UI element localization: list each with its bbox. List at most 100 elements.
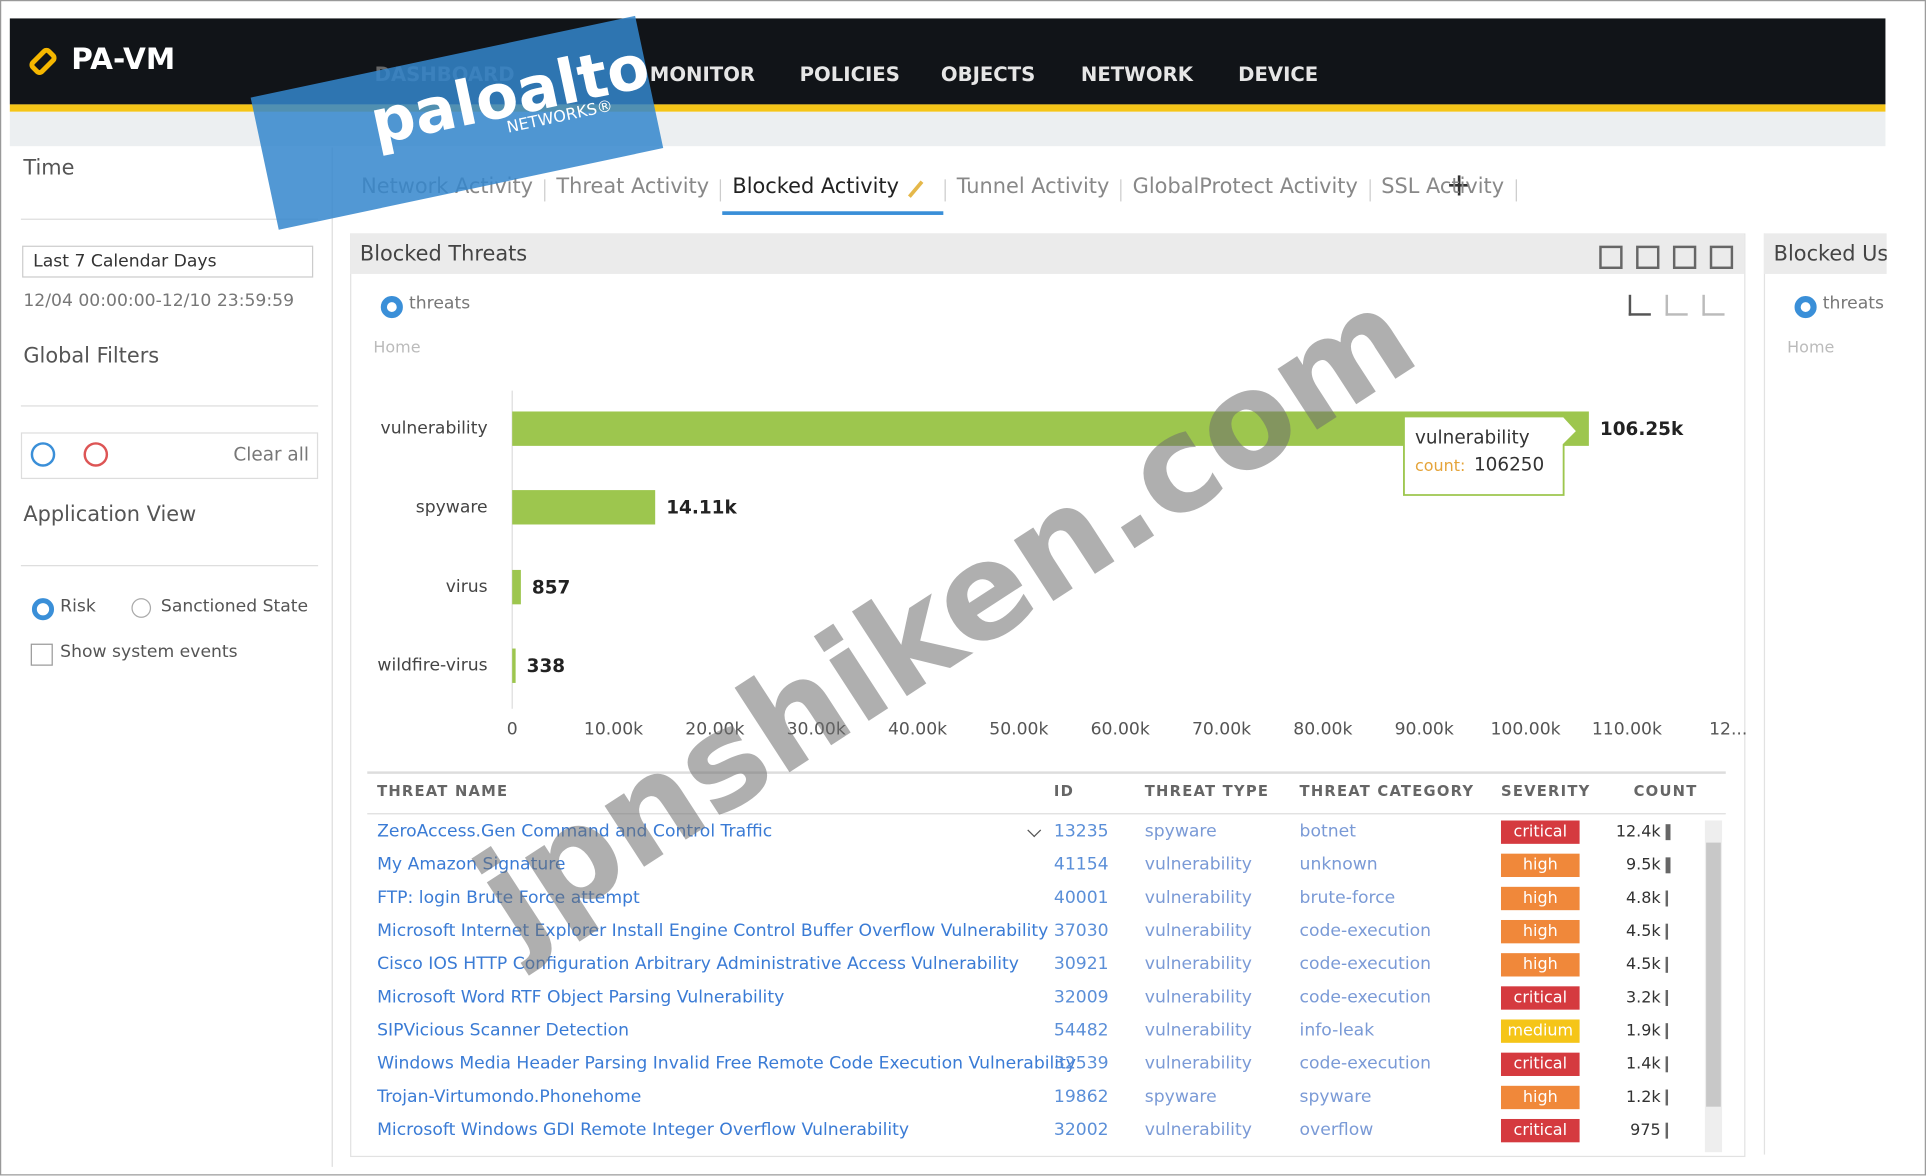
threat-link[interactable]: FTP: login Brute Force attempt: [377, 888, 640, 908]
sort-view-icon[interactable]: [1628, 294, 1651, 316]
severity-badge: critical: [1500, 1118, 1580, 1143]
x-tick-label: 12...: [1709, 720, 1747, 740]
column-header[interactable]: SEVERITY: [1500, 782, 1591, 800]
count-bar: [1665, 990, 1669, 1006]
column-header[interactable]: THREAT NAME: [377, 782, 509, 800]
nav-item[interactable]: OBJECTS: [940, 62, 1036, 86]
tab[interactable]: GlobalProtect Activity: [1132, 174, 1358, 199]
cell: vulnerability: [1144, 1120, 1252, 1140]
nav-item[interactable]: DEVICE: [1238, 62, 1319, 86]
active-tab-underline: [722, 211, 944, 215]
breadcrumb[interactable]: Home: [373, 339, 421, 358]
x-tick-label: 10.00k: [584, 720, 643, 740]
nav-item[interactable]: MONITOR: [649, 62, 756, 86]
x-tick-label: 110.00k: [1592, 720, 1662, 740]
column-view-icon[interactable]: [1702, 294, 1725, 316]
cell: overflow: [1299, 1120, 1374, 1140]
value-label: 14.11k: [666, 498, 737, 519]
x-tick-label: 0: [507, 720, 518, 740]
line: [20, 218, 319, 220]
count: 3.2k: [1626, 988, 1661, 1008]
nav-item[interactable]: NETWORK: [1080, 62, 1193, 86]
nav-item[interactable]: POLICIES: [799, 62, 900, 86]
count-bar: [1665, 890, 1669, 907]
scroll-thumb[interactable]: [1706, 842, 1721, 1107]
count: 1.4k: [1626, 1055, 1661, 1074]
column-header[interactable]: ID: [1053, 782, 1075, 800]
category-label: spyware: [416, 497, 488, 517]
column-header[interactable]: THREAT CATEGORY: [1299, 782, 1475, 800]
export-icon[interactable]: [1709, 245, 1734, 269]
checkbox[interactable]: [30, 643, 53, 666]
side-widget-header: [1763, 233, 1887, 274]
cell: vulnerability: [1144, 954, 1252, 975]
area-view-icon[interactable]: [1665, 294, 1688, 316]
x-tick-label: 40.00k: [888, 720, 947, 740]
cell: botnet: [1299, 821, 1356, 842]
radio[interactable]: [31, 598, 55, 621]
count: 12.4k: [1615, 822, 1661, 842]
threat-link[interactable]: My Amazon Signature: [377, 854, 566, 875]
tab[interactable]: SSL Activity: [1381, 174, 1505, 199]
threat-link[interactable]: ZeroAccess.Gen Command and Control Traff…: [377, 821, 773, 842]
threat-link[interactable]: Microsoft Word RTF Object Parsing Vulner…: [377, 987, 785, 1008]
tooltip-count-label: count:: [1415, 456, 1465, 475]
line: [20, 565, 319, 567]
add-tab[interactable]: +: [1445, 167, 1473, 204]
breadcrumb[interactable]: Home: [1787, 339, 1835, 358]
tab[interactable]: Threat Activity: [556, 174, 710, 199]
line: [367, 771, 1726, 774]
cell: vulnerability: [1144, 987, 1252, 1008]
count-bar: [1665, 1056, 1669, 1073]
remove-filter-icon[interactable]: [83, 442, 109, 467]
column-header[interactable]: THREAT TYPE: [1144, 782, 1270, 800]
radio[interactable]: [380, 296, 403, 319]
cell: 32009: [1053, 987, 1109, 1008]
severity-badge: critical: [1500, 1052, 1580, 1076]
time-select[interactable]: Last 7 Calendar Days: [22, 245, 314, 278]
threat-link[interactable]: Microsoft Internet Explorer Install Engi…: [377, 921, 1049, 941]
value-label: 857: [532, 577, 570, 598]
table-icon[interactable]: [1672, 245, 1697, 269]
radio-label: threats: [409, 293, 471, 314]
filter-icon[interactable]: [1636, 245, 1660, 269]
bar: [512, 648, 516, 683]
x-tick-label: 100.00k: [1491, 720, 1561, 740]
add-filter-icon[interactable]: [30, 442, 56, 467]
threat-link[interactable]: Cisco IOS HTTP Configuration Arbitrary A…: [377, 954, 1019, 975]
threat-link[interactable]: SIPVicious Scanner Detection: [377, 1020, 630, 1041]
x-tick-label: 30.00k: [787, 720, 846, 740]
cell: 32539: [1053, 1053, 1109, 1074]
product-name: PA-VM: [71, 41, 176, 77]
accent-stripe: [9, 104, 1886, 112]
count: 1.9k: [1626, 1021, 1661, 1041]
clear-all[interactable]: Clear all: [233, 443, 309, 466]
cell: 19862: [1053, 1087, 1109, 1107]
maximize-icon[interactable]: [1599, 245, 1623, 269]
threat-link[interactable]: Windows Media Header Parsing Invalid Fre…: [377, 1053, 1077, 1074]
count: 9.5k: [1626, 856, 1661, 875]
tab[interactable]: Tunnel Activity: [956, 174, 1110, 199]
tab[interactable]: Blocked Activity: [732, 174, 899, 199]
cell: brute-force: [1299, 888, 1396, 908]
cell: unknown: [1299, 854, 1378, 875]
line: [367, 813, 1726, 815]
cell: vulnerability: [1144, 1020, 1252, 1041]
threat-link[interactable]: Trojan-Virtumondo.Phonehome: [377, 1087, 642, 1107]
column-header[interactable]: COUNT: [1633, 782, 1698, 800]
time-label: Time: [23, 155, 75, 181]
sidebar-divider: [331, 147, 333, 1167]
radio[interactable]: [131, 598, 152, 618]
count-bar: [1665, 956, 1669, 973]
cell: spyware: [1144, 821, 1217, 842]
cell: info-leak: [1299, 1020, 1375, 1041]
x-tick-label: 20.00k: [685, 720, 744, 740]
tab-separator: [544, 179, 546, 202]
tab-separator: [1120, 179, 1122, 202]
radio[interactable]: [1794, 296, 1817, 319]
widget-header: [350, 233, 1745, 274]
count: 4.5k: [1626, 922, 1661, 941]
threat-link[interactable]: Microsoft Windows GDI Remote Integer Ove…: [377, 1120, 910, 1140]
cell: vulnerability: [1144, 1053, 1252, 1074]
